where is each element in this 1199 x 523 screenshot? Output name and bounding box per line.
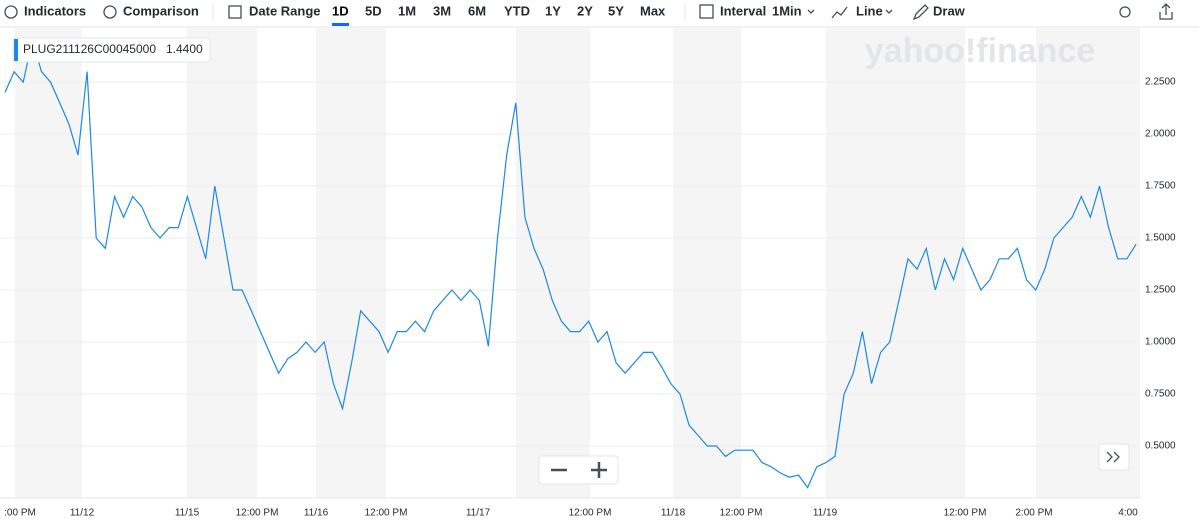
x-tick-label: 11/17 xyxy=(466,508,491,519)
session-bands xyxy=(15,28,1140,498)
range-button[interactable]: 5D xyxy=(365,3,382,18)
y-tick-label: 1.5000 xyxy=(1145,233,1176,244)
x-tick-label: 12:00 PM xyxy=(365,508,408,519)
x-tick-label: 11/15 xyxy=(175,508,200,519)
session-band xyxy=(15,28,82,498)
range-button[interactable]: 5Y xyxy=(608,3,624,18)
range-button[interactable]: 1D xyxy=(332,3,349,18)
legend-box xyxy=(12,37,211,63)
range-button[interactable]: 2Y xyxy=(577,3,593,18)
session-band xyxy=(673,28,741,498)
scroll-icon xyxy=(1106,451,1120,463)
interval-value[interactable]: 1Min xyxy=(772,3,802,18)
chart-type-button[interactable]: Line xyxy=(856,3,883,18)
price-line xyxy=(4,40,1137,489)
date-range-button[interactable]: Date Range xyxy=(249,3,321,18)
x-tick-label: 2:00 PM xyxy=(1015,508,1052,519)
y-tick-label: 2.0000 xyxy=(1145,129,1176,140)
watermark: yahoo!finance xyxy=(865,32,1095,70)
x-tick-label: 11/19 xyxy=(813,508,838,519)
date-range-icon[interactable] xyxy=(228,5,242,19)
range-button[interactable]: 3M xyxy=(433,3,451,18)
range-buttons: 1D 5D 1M 3M 6M YTD 1Y 2Y 5Y Max xyxy=(332,3,666,26)
x-tick-label: 12:00 PM xyxy=(720,508,763,519)
legend-symbol: PLUG211126C00045000 xyxy=(23,42,156,56)
grid: 0.5000 0.7500 1.0000 1.2500 1.5000 1.7500 2.00… xyxy=(0,77,1176,519)
x-tick-label: 12:00 PM xyxy=(569,508,612,519)
x-tick-label: 4:00 xyxy=(1118,508,1138,519)
session-band xyxy=(516,28,590,498)
draw-icon[interactable] xyxy=(912,4,929,21)
chevron xyxy=(885,9,893,14)
plot xyxy=(4,40,1137,489)
range-selected-underline xyxy=(332,23,349,26)
session-band xyxy=(1036,28,1140,498)
interval-button[interactable]: Interval xyxy=(720,3,766,18)
x-tick-label: 12:00 PM xyxy=(944,508,987,519)
chevron xyxy=(807,9,815,14)
zoom-in-button[interactable] xyxy=(591,462,607,478)
x-tick-label: 11/18 xyxy=(661,508,686,519)
x-tick-label: 12:00 PM xyxy=(236,508,279,519)
y-tick-label: 1.7500 xyxy=(1145,181,1176,192)
interval-icon[interactable] xyxy=(699,4,714,19)
legend-swatch xyxy=(14,39,18,61)
legend-price: 1.4400 xyxy=(166,42,203,56)
indicators-icon[interactable] xyxy=(4,5,18,19)
session-band xyxy=(187,28,257,498)
indicators-button[interactable]: Indicators xyxy=(24,3,86,18)
share-button[interactable] xyxy=(1159,3,1173,20)
x-tick-label: :00 PM xyxy=(4,508,36,519)
y-tick-label: 1.0000 xyxy=(1145,337,1176,348)
session-band xyxy=(316,28,386,498)
range-button[interactable]: Max xyxy=(640,3,666,18)
range-button[interactable]: 1Y xyxy=(545,3,561,18)
range-button[interactable]: YTD xyxy=(504,3,530,18)
settings-button[interactable] xyxy=(1119,6,1131,18)
y-tick-label: 0.5000 xyxy=(1145,441,1176,452)
line-icon[interactable] xyxy=(831,6,848,19)
draw-button[interactable]: Draw xyxy=(933,3,966,18)
x-tick-label: 11/16 xyxy=(304,508,329,519)
comparison-icon[interactable] xyxy=(103,5,117,19)
scroll-end-button[interactable] xyxy=(1098,443,1130,471)
y-tick-label: 1.2500 xyxy=(1145,285,1176,296)
comparison-button[interactable]: Comparison xyxy=(123,3,199,18)
x-tick-label: 11/12 xyxy=(70,508,95,519)
session-band xyxy=(826,28,965,498)
range-button[interactable]: 6M xyxy=(468,3,486,18)
range-button[interactable]: 1M xyxy=(398,3,416,18)
y-tick-label: 2.2500 xyxy=(1145,77,1176,88)
y-tick-label: 0.7500 xyxy=(1145,389,1176,400)
